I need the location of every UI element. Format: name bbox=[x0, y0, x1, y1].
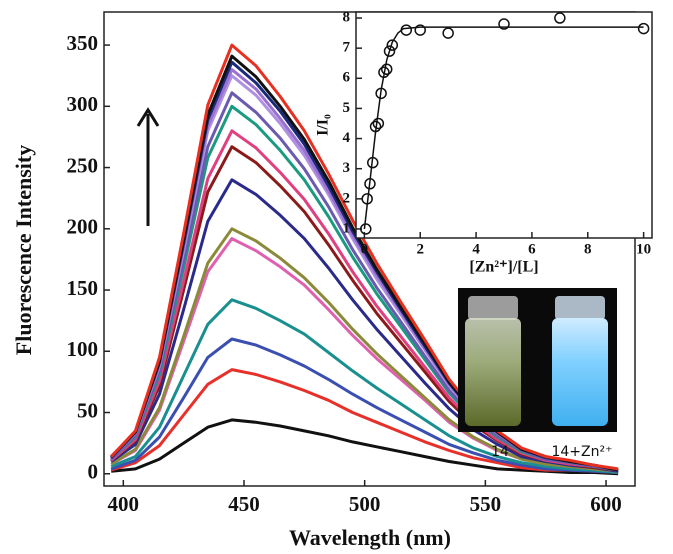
data-point bbox=[637, 22, 650, 35]
x-tick-label: 6 bbox=[528, 241, 536, 257]
x-tick-label: 400 bbox=[108, 492, 140, 516]
spectrum-line bbox=[110, 227, 619, 473]
plot-area bbox=[355, 11, 653, 239]
y-tick-label: 6 bbox=[343, 70, 351, 86]
spectrum-line bbox=[110, 178, 619, 473]
data-point bbox=[380, 63, 393, 76]
photo bbox=[458, 288, 617, 432]
y-axis-label: Fluorescence Intensity bbox=[11, 145, 36, 355]
y-tick-label: 200 bbox=[67, 215, 99, 239]
x-tick-label: 500 bbox=[349, 492, 381, 516]
x-tick-label: 2 bbox=[416, 241, 424, 257]
spectrum-line bbox=[110, 43, 619, 471]
y-tick-label: 250 bbox=[67, 153, 99, 177]
data-point bbox=[554, 12, 566, 24]
data-point bbox=[378, 66, 390, 79]
x-axis-label: [Zn²⁺]/[L] bbox=[469, 259, 538, 276]
y-tick-label: 1 bbox=[343, 220, 351, 236]
y-tick-label: 150 bbox=[67, 276, 99, 300]
x-tick-label: 450 bbox=[228, 492, 260, 516]
data-point bbox=[400, 24, 413, 36]
y-tick-label: 350 bbox=[67, 31, 99, 55]
y-tick-label: 7 bbox=[343, 40, 351, 56]
y-tick-label: 300 bbox=[67, 92, 99, 116]
y-tick-label: 5 bbox=[343, 100, 351, 116]
y-axis-label: I/I₀ bbox=[315, 114, 332, 136]
y-tick-label: 4 bbox=[343, 130, 351, 146]
arrow bbox=[136, 107, 160, 226]
x-tick-label: 10 bbox=[636, 241, 651, 257]
spectrum-line bbox=[110, 368, 619, 474]
data-point bbox=[498, 18, 510, 30]
data-point bbox=[372, 117, 385, 130]
x-tick-label: 8 bbox=[584, 241, 592, 257]
data-point bbox=[414, 24, 426, 36]
photo-label: 14+Zn²⁺ bbox=[551, 444, 612, 460]
data-point bbox=[442, 27, 454, 39]
data-point bbox=[360, 223, 372, 235]
spectrum-line bbox=[110, 337, 619, 474]
x-tick-label: 0 bbox=[361, 241, 369, 257]
data-point bbox=[364, 178, 376, 190]
x-axis-label: Wavelength (nm) bbox=[289, 525, 451, 550]
x-tick-label: 600 bbox=[590, 492, 622, 516]
y-tick-label: 2 bbox=[343, 190, 351, 206]
data-point bbox=[369, 120, 382, 133]
y-tick-label: 8 bbox=[343, 9, 351, 25]
photo-label: 14 bbox=[491, 444, 509, 460]
plot: 400 450 500 550 600050100150200250300350Wave… bbox=[11, 31, 622, 550]
data-point bbox=[375, 87, 387, 100]
x-tick-label: 550 bbox=[470, 492, 502, 516]
data-point bbox=[367, 156, 379, 169]
y-tick-label: 50 bbox=[77, 398, 98, 422]
data-point bbox=[361, 193, 373, 205]
data-point bbox=[386, 39, 399, 51]
spectrum-line bbox=[111, 418, 619, 476]
x-tick-label: 4 bbox=[472, 241, 480, 257]
y-tick-label: 0 bbox=[88, 460, 99, 484]
y-tick-label: 3 bbox=[343, 160, 351, 176]
fit-line bbox=[363, 26, 644, 230]
data-point bbox=[383, 45, 396, 57]
y-tick-label: 100 bbox=[67, 337, 99, 361]
spectrum-line bbox=[110, 298, 619, 474]
